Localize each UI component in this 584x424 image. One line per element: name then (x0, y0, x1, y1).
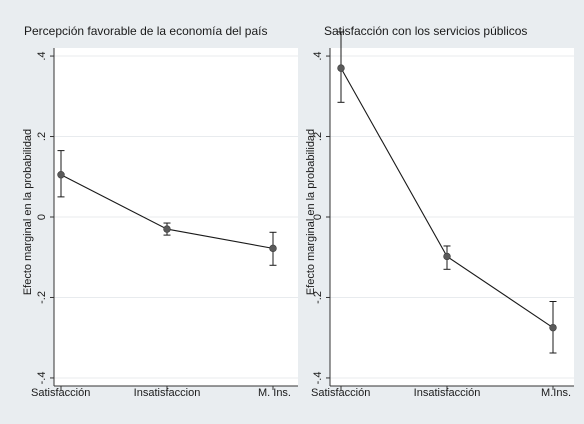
y-tick-label: -.4 (36, 372, 48, 385)
data-point (163, 225, 171, 233)
x-tick-label: Insatisfacción (414, 387, 481, 399)
y-tick-label: 0 (36, 214, 48, 220)
y-tick-label: .2 (36, 132, 48, 141)
panel-economia: Percepción favorable de la economía del … (22, 24, 298, 399)
y-tick-label: .2 (312, 132, 324, 141)
y-tick-label: 0 (312, 214, 324, 220)
data-point (549, 323, 557, 332)
panel-title: Satisfacción con los servicios públicos (324, 24, 527, 38)
y-tick-label: -.2 (312, 291, 324, 304)
data-point (269, 244, 277, 253)
data-point (443, 252, 451, 261)
y-axis-label: Efecto marginal en la probabilidad (22, 129, 34, 295)
panel-servicios: Satisfacción con los servicios públicos … (305, 24, 574, 399)
x-tick-label: Satisfacción (31, 387, 90, 399)
x-tick-label: M.Ins. (541, 387, 571, 399)
data-point (57, 171, 65, 179)
y-tick-label: .4 (36, 51, 48, 60)
y-axis-label: Efecto marginal en la probabilidad (305, 129, 317, 295)
y-tick-label: -.2 (36, 291, 48, 304)
x-tick-label: M. Ins. (258, 387, 291, 399)
x-tick-label: Satisfacción (311, 387, 370, 399)
y-tick-label: .4 (312, 51, 324, 60)
data-point (337, 64, 345, 72)
y-tick-label: -.4 (312, 372, 324, 385)
x-tick-label: Insatisfaccion (134, 387, 201, 399)
panel-title: Percepción favorable de la economía del … (24, 24, 268, 38)
